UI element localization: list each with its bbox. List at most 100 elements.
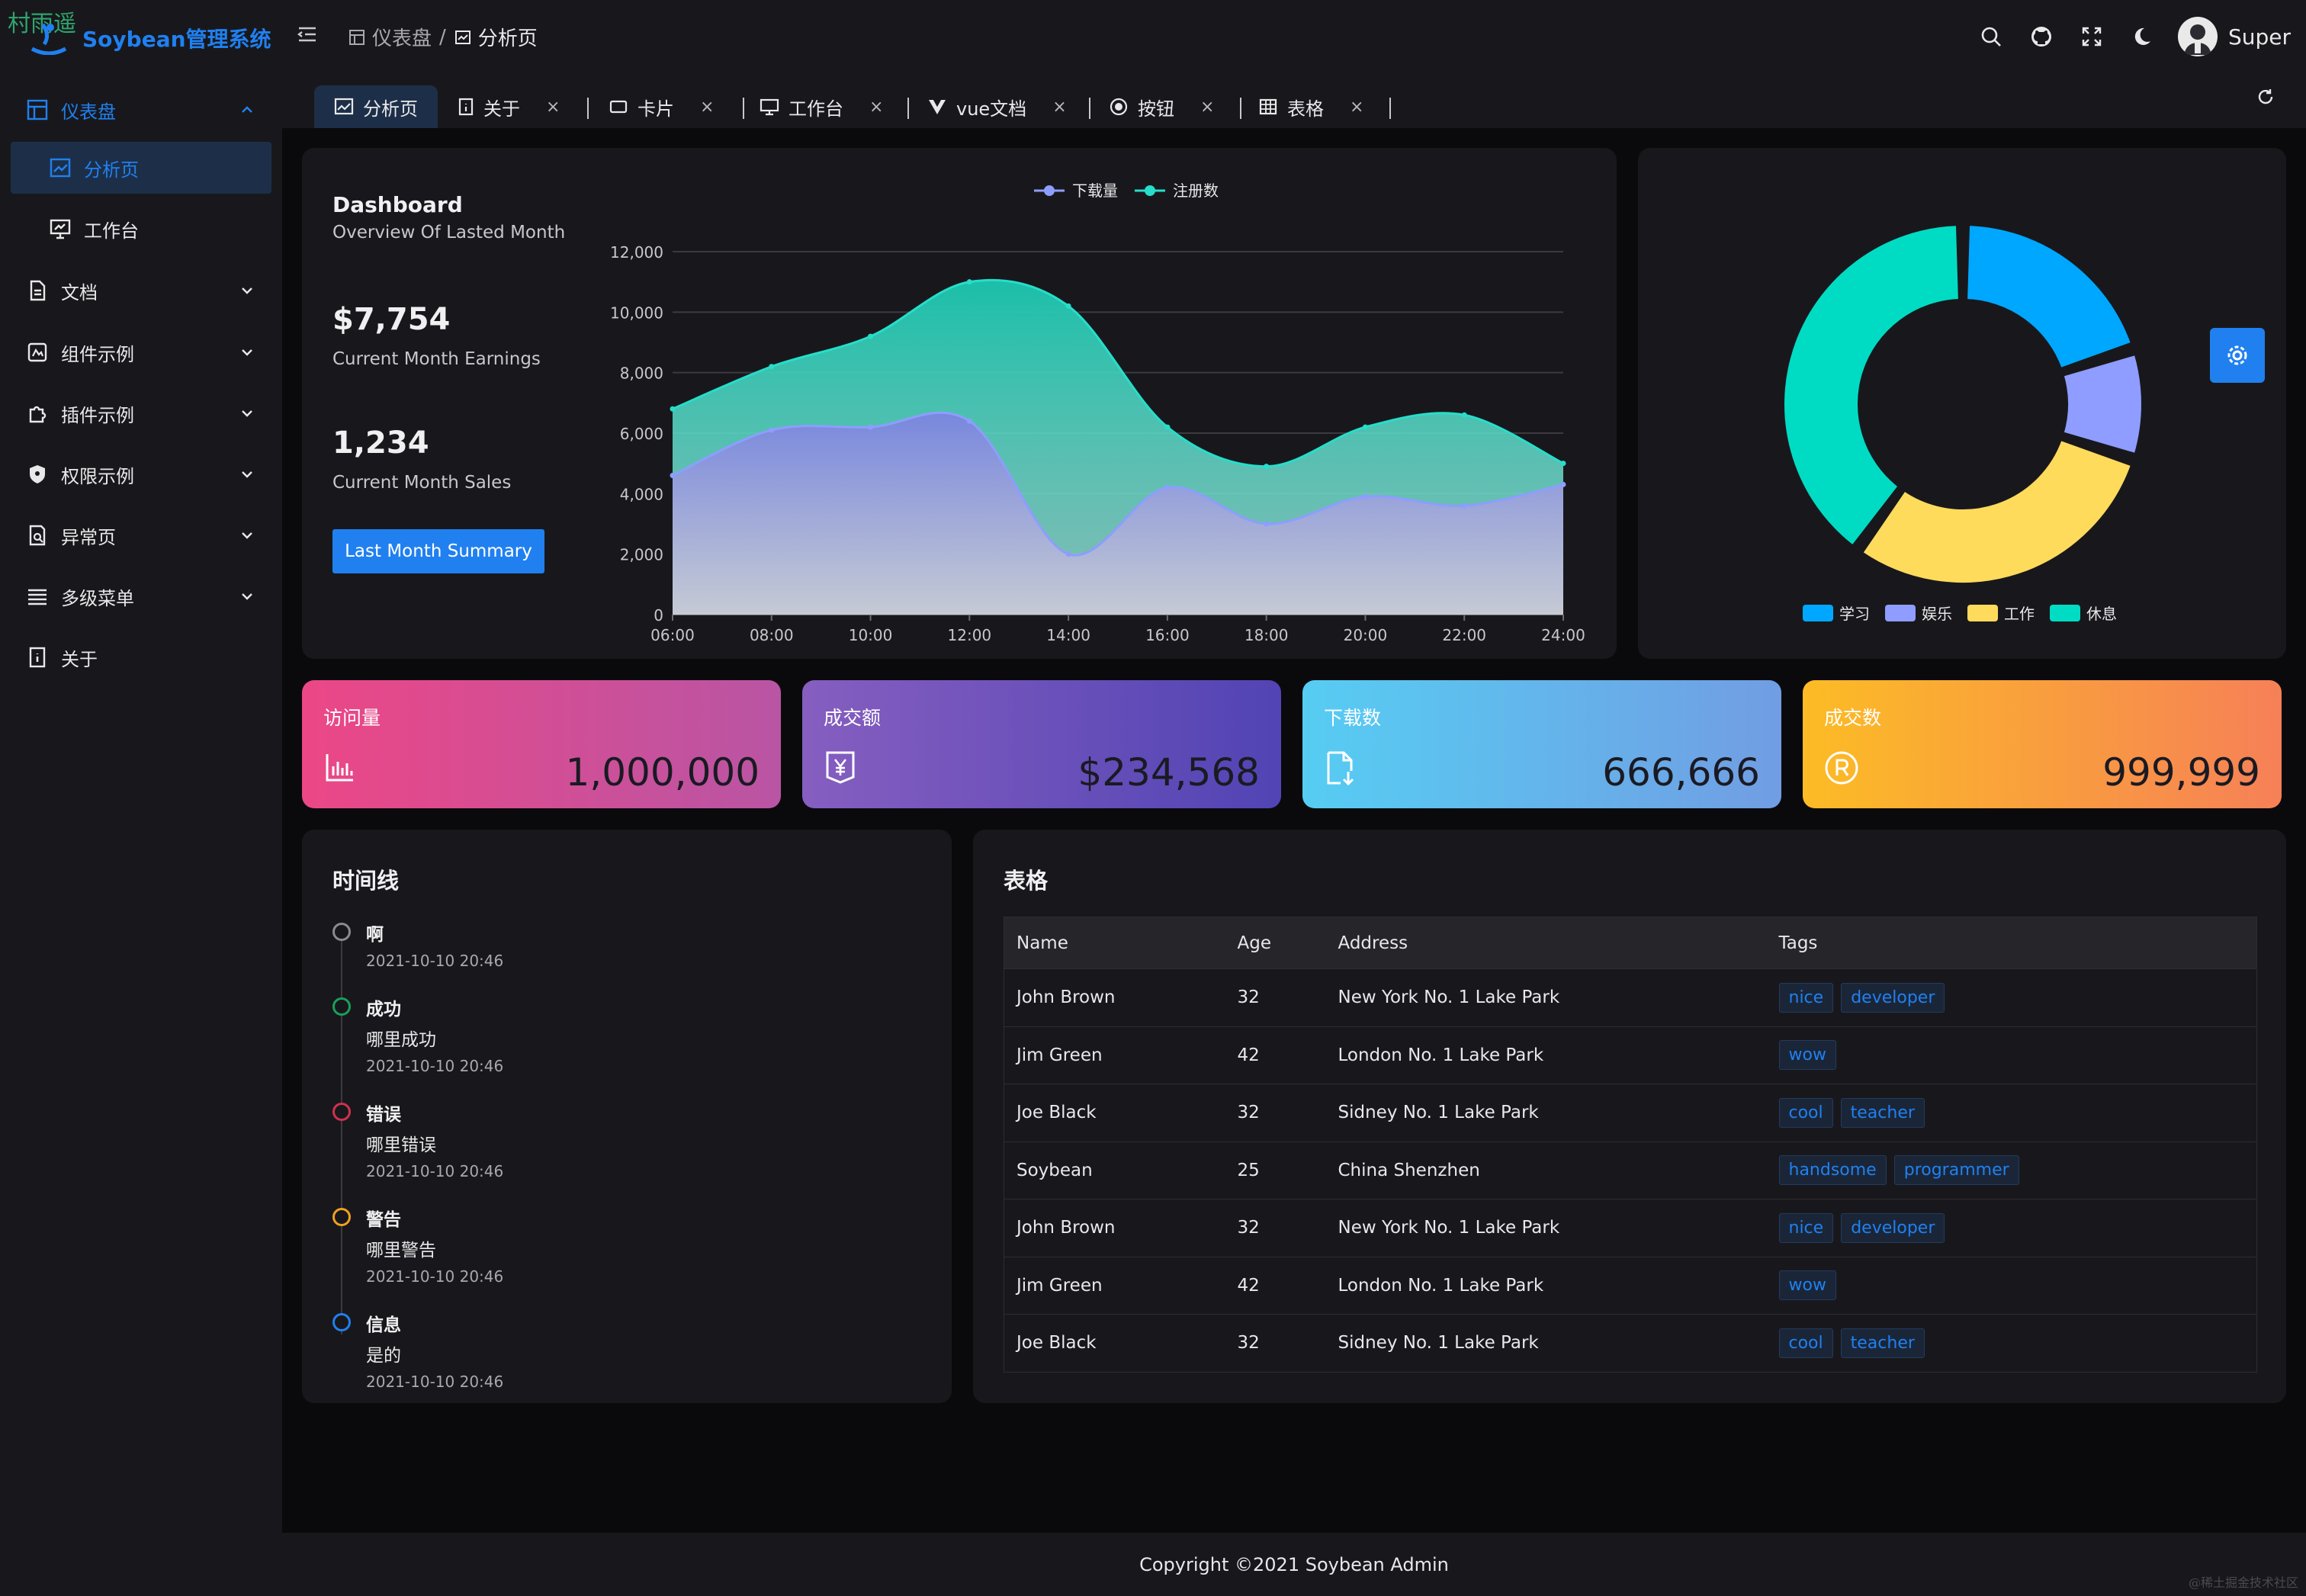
donut-slice[interactable] xyxy=(1781,223,1961,548)
tab-table[interactable]: 表格 × xyxy=(1258,85,1363,128)
data-point[interactable] xyxy=(1461,503,1467,509)
settings-button[interactable] xyxy=(2210,328,2265,383)
sidebar-item-label: 文档 xyxy=(61,281,98,303)
main-content: Dashboard Overview Of Lasted Month $7,75… xyxy=(282,128,2306,1533)
cell-name: Soybean xyxy=(1004,1141,1225,1199)
data-point[interactable] xyxy=(1560,461,1566,467)
area-chart: 0 2,000 4,000 6,000 8,000 10,000 12,000 06:00 08… xyxy=(610,181,1585,644)
tab-label: 分析页 xyxy=(363,98,418,120)
legend-item[interactable]: 娱乐 xyxy=(1885,605,1952,623)
tab-close-icon[interactable]: × xyxy=(1200,97,1215,117)
legend-swatch xyxy=(1803,605,1833,621)
data-point[interactable] xyxy=(1164,424,1171,430)
table-icon xyxy=(1259,98,1277,115)
sidebar-item-label: 工作台 xyxy=(84,220,139,242)
timeline-item-title: 错误 xyxy=(366,1105,401,1125)
dark-mode-moon-icon[interactable] xyxy=(2117,14,2167,59)
download-file-icon xyxy=(1327,751,1354,786)
sidebar-item-exceptions[interactable]: 异常页 xyxy=(11,509,271,561)
tab-close-icon[interactable]: × xyxy=(1350,97,1364,117)
github-icon[interactable] xyxy=(2016,14,2067,59)
data-point[interactable] xyxy=(1362,424,1368,430)
tab-card[interactable]: 卡片 × xyxy=(609,85,714,128)
x-tick-label: 08:00 xyxy=(750,626,794,644)
footer: Copyright ©2021 Soybean Admin xyxy=(282,1533,2306,1596)
stat-value: 1,000,000 xyxy=(565,750,760,795)
sidebar-item-dashboard[interactable]: 仪表盘 xyxy=(11,84,271,136)
sidebar-item-about[interactable]: 关于 xyxy=(11,631,271,683)
column-header-name: Name xyxy=(1004,917,1225,969)
data-point[interactable] xyxy=(670,406,676,412)
data-point[interactable] xyxy=(1164,484,1171,490)
data-point[interactable] xyxy=(1264,464,1270,470)
tab-close-icon[interactable]: × xyxy=(1052,97,1067,117)
sidebar-item-permissions[interactable]: 权限示例 xyxy=(11,448,271,500)
timeline-item-time: 2021-10-10 20:46 xyxy=(366,1267,504,1286)
sidebar-item-analysis[interactable]: 分析页 xyxy=(11,142,271,194)
legend-marker xyxy=(1044,185,1055,196)
tab-vue-docs[interactable]: vue文档 × xyxy=(927,85,1067,128)
data-point[interactable] xyxy=(1461,412,1467,418)
stat-title: 访问量 xyxy=(323,707,381,729)
about-icon xyxy=(458,98,474,116)
column-header-tags: Tags xyxy=(1766,917,2257,969)
breadcrumb-item-dashboard[interactable]: 仪表盘 xyxy=(348,23,432,51)
donut-slice[interactable] xyxy=(1860,437,2134,586)
data-point[interactable] xyxy=(966,418,972,424)
tab-close-icon[interactable]: × xyxy=(700,97,715,117)
x-tick-label: 14:00 xyxy=(1046,626,1090,644)
sidebar-item-workbench[interactable]: 工作台 xyxy=(11,203,271,255)
fullscreen-icon[interactable] xyxy=(2067,14,2117,59)
breadcrumb-item-analysis[interactable]: 分析页 xyxy=(454,23,538,51)
chevron-down-icon xyxy=(242,593,252,600)
reload-icon[interactable] xyxy=(2256,87,2275,107)
earnings-label: Current Month Earnings xyxy=(332,349,541,369)
sidebar-item-label: 插件示例 xyxy=(61,404,134,426)
tab-analysis[interactable]: 分析页 xyxy=(314,85,438,128)
menu-collapse-icon[interactable] xyxy=(296,23,319,46)
workbench-icon xyxy=(50,219,71,239)
donut-slice[interactable] xyxy=(1964,223,2134,371)
last-month-summary-button[interactable]: Last Month Summary xyxy=(332,529,544,573)
legend-item[interactable]: 下载量 xyxy=(1034,181,1118,200)
donut-chart-card: 学习 娱乐 工作 休息 xyxy=(1638,148,2286,659)
data-point[interactable] xyxy=(769,427,775,433)
data-point[interactable] xyxy=(868,333,874,339)
tab-workbench[interactable]: 工作台 × xyxy=(760,85,883,128)
sidebar-item-docs[interactable]: 文档 xyxy=(11,265,271,316)
data-point[interactable] xyxy=(1362,493,1368,499)
avatar[interactable] xyxy=(2177,17,2218,56)
data-point[interactable] xyxy=(769,364,775,370)
sidebar-item-components[interactable]: 组件示例 xyxy=(11,326,271,378)
series-area-downloads xyxy=(673,413,1563,615)
data-point[interactable] xyxy=(868,424,874,430)
tab-about[interactable]: 关于 × xyxy=(458,85,560,128)
legend-item[interactable]: 注册数 xyxy=(1135,181,1219,200)
timeline-dot xyxy=(332,1103,351,1121)
sidebar-item-plugins[interactable]: 插件示例 xyxy=(11,387,271,439)
legend-item[interactable]: 工作 xyxy=(1967,605,2035,623)
data-point[interactable] xyxy=(966,279,972,285)
data-point[interactable] xyxy=(1065,551,1071,557)
search-icon[interactable] xyxy=(1966,14,2016,59)
data-point[interactable] xyxy=(1065,303,1071,309)
donut-slice[interactable] xyxy=(2060,352,2144,457)
data-point[interactable] xyxy=(670,473,676,479)
data-point[interactable] xyxy=(1560,481,1566,487)
legend-item[interactable]: 休息 xyxy=(2050,605,2117,623)
tab-close-icon[interactable]: × xyxy=(869,97,884,117)
tab-close-icon[interactable]: × xyxy=(546,97,560,117)
top-header: 村雨遥 Soybean管理系统 仪表盘 / 分析页 xyxy=(0,0,2306,73)
tab-button[interactable]: 按钮 × xyxy=(1109,85,1214,128)
user-menu[interactable]: Super xyxy=(2177,17,2291,56)
sidebar-item-multilevel[interactable]: 多级菜单 xyxy=(11,570,271,622)
legend-item[interactable]: 学习 xyxy=(1803,605,1870,623)
data-point[interactable] xyxy=(1264,521,1270,527)
y-tick-label: 6,000 xyxy=(620,425,663,443)
column-header-age: Age xyxy=(1225,917,1326,969)
sidebar-item-label: 分析页 xyxy=(84,159,139,181)
sales-label: Current Month Sales xyxy=(332,473,512,493)
stat-card-deals: 成交额 $234,568 xyxy=(802,680,1281,808)
plugin-icon xyxy=(29,406,47,423)
logo[interactable]: 村雨遥 Soybean管理系统 xyxy=(0,0,282,73)
